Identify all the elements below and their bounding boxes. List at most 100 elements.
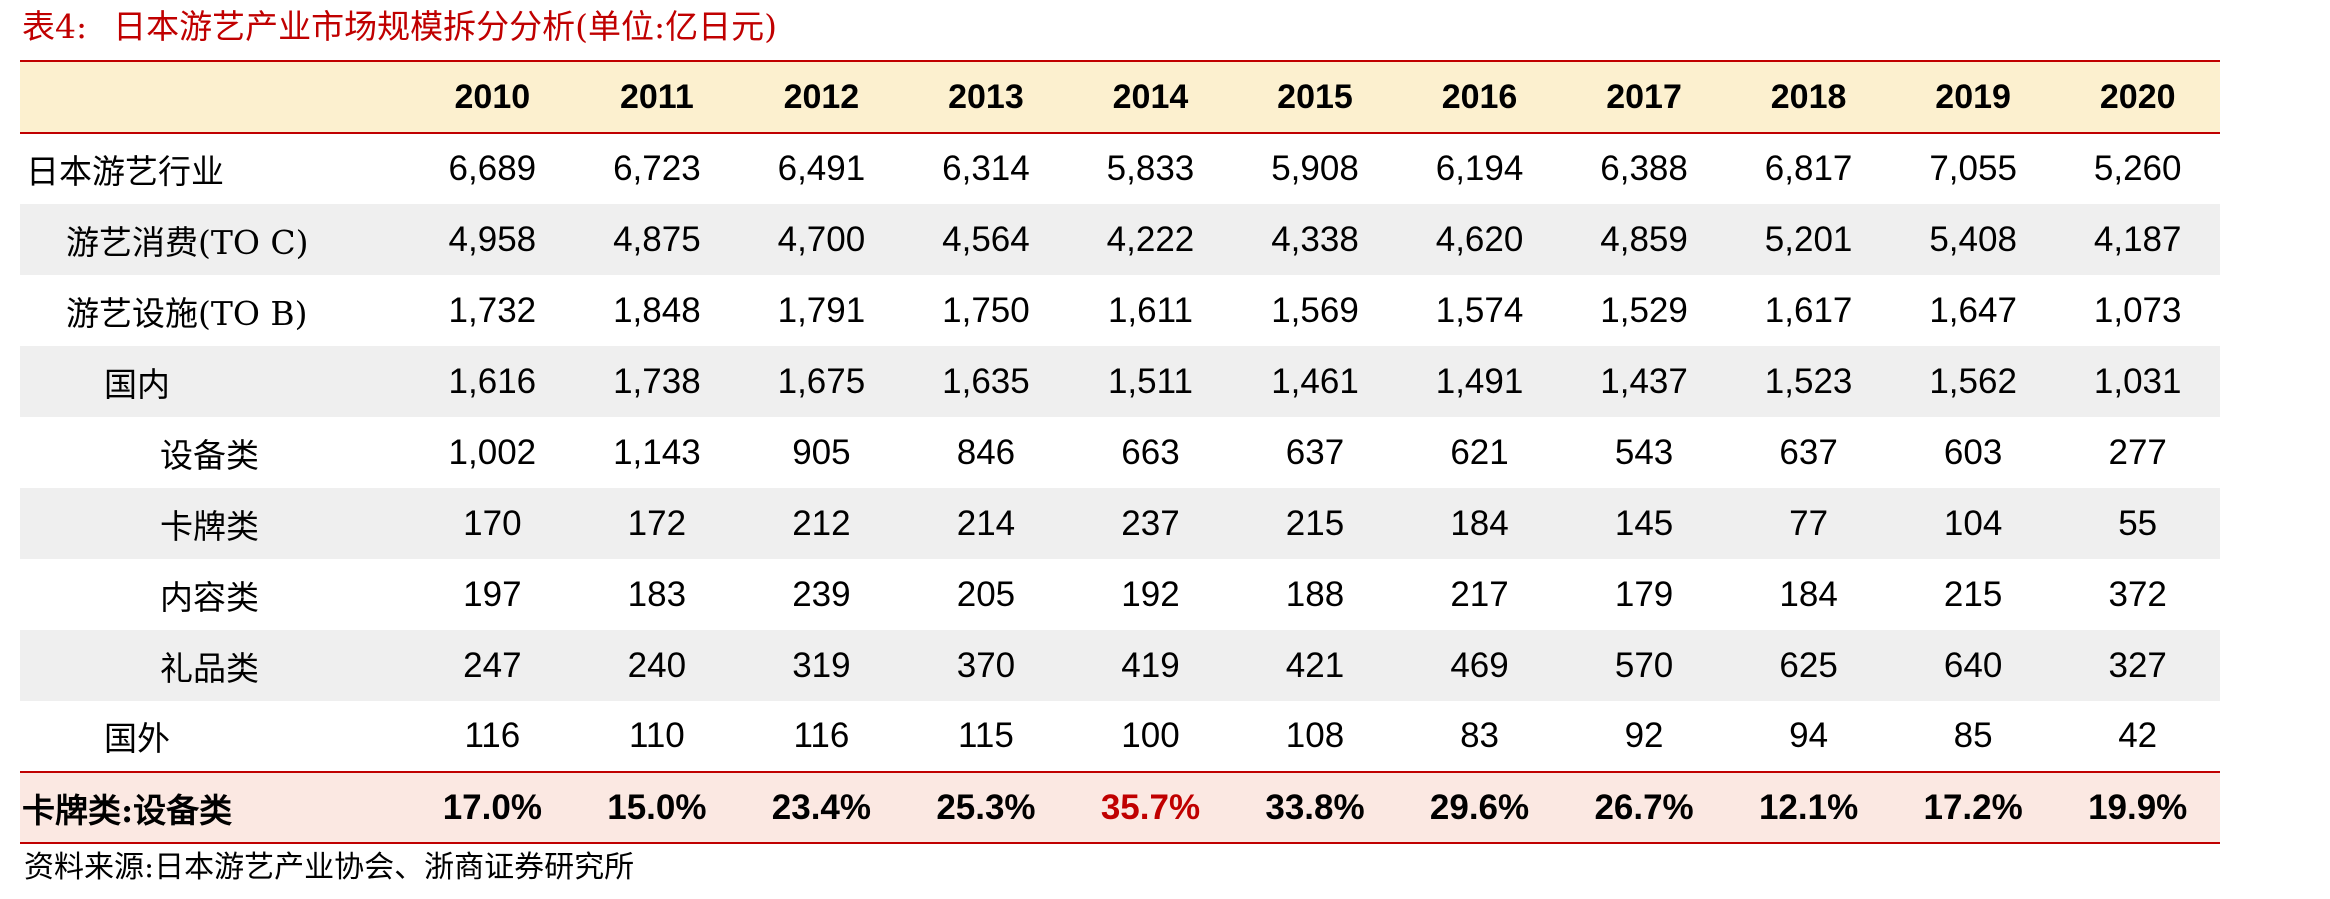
table-cell: 110 <box>628 716 685 755</box>
table-cell: 5,833 <box>1106 149 1195 188</box>
header-row: 2010 2011 2012 2013 2014 2015 2016 2017 … <box>20 61 2220 133</box>
ratio-cell: 33.8% <box>1265 787 1365 827</box>
market-size-table: 2010 2011 2012 2013 2014 2015 2016 2017 … <box>20 60 2220 844</box>
source-note: 资料来源:日本游艺产业协会、浙商证券研究所 <box>24 850 635 885</box>
table-cell: 570 <box>1614 645 1674 685</box>
table-cell: 179 <box>1614 574 1674 614</box>
table-cell: 239 <box>792 574 851 614</box>
table-cell: 5,408 <box>1929 219 2017 259</box>
row-label: 卡牌类 <box>160 506 259 546</box>
row-label: 日本游艺行业 <box>26 152 224 191</box>
table-cell: 237 <box>1121 503 1180 543</box>
table-cell: 372 <box>2108 574 2167 614</box>
table-cell: 215 <box>1285 503 1345 543</box>
table-cell: 85 <box>1953 716 1993 755</box>
table-cell: 247 <box>463 645 522 685</box>
header-year: 2016 <box>1441 77 1518 116</box>
table-cell: 7,055 <box>1929 149 2017 188</box>
table-cell: 1,738 <box>613 361 701 401</box>
table-cell: 214 <box>956 503 1016 543</box>
header-year: 2013 <box>948 77 1024 116</box>
table-cell: 145 <box>1614 503 1674 543</box>
table-cell: 1,635 <box>942 361 1030 401</box>
table-row: 游艺设施(TO B) 1,732 1,848 1,791 1,750 1,611 1,569… <box>20 275 2220 346</box>
table-cell: 419 <box>1121 645 1180 685</box>
table-cell: 421 <box>1285 645 1345 685</box>
table-cell: 327 <box>2108 645 2167 685</box>
header-year: 2011 <box>619 77 694 116</box>
table-row: 国内 1,616 1,738 1,675 1,635 1,511 1,461 1,491 1,4… <box>20 346 2220 417</box>
table-cell: 184 <box>1779 574 1838 614</box>
table-cell: 108 <box>1285 716 1345 755</box>
table-cell: 170 <box>463 503 522 543</box>
ratio-cell: 15.0% <box>607 787 707 827</box>
table-cell: 6,314 <box>942 149 1030 188</box>
table-cell: 1,848 <box>613 290 701 330</box>
ratio-cell: 23.4% <box>771 787 872 827</box>
table-cell: 1,461 <box>1271 361 1359 401</box>
header-year: 2010 <box>454 77 531 116</box>
header-year: 2012 <box>783 77 860 116</box>
header-year: 2020 <box>2099 77 2176 116</box>
table-cell: 217 <box>1450 574 1509 614</box>
header-year: 2018 <box>1770 77 1847 116</box>
table-row: 内容类 197 183 239 205 192 188 217 179 184 215 372 <box>20 559 2220 630</box>
table-cell: 240 <box>627 645 687 685</box>
table-row: 礼品类 247 240 319 370 419 421 469 570 625 640 327 <box>20 630 2220 701</box>
table-cell: 1,569 <box>1271 290 1359 330</box>
table-cell: 277 <box>2108 432 2167 472</box>
table-cell: 1,143 <box>613 432 701 472</box>
ratio-cell: 26.7% <box>1594 787 1694 827</box>
table-cell: 188 <box>1285 574 1345 614</box>
table-cell: 1,511 <box>1107 361 1193 401</box>
table-cell: 1,750 <box>942 290 1030 330</box>
table-body: 日本游艺行业 6,689 6,723 6,491 6,314 5,833 5,908 6,19… <box>20 133 2220 843</box>
table-row: 游艺消费(TO C) 4,958 4,875 4,700 4,564 4,222 4,338… <box>20 204 2220 275</box>
table-cell: 5,908 <box>1271 149 1359 188</box>
table-cell: 4,700 <box>777 219 866 259</box>
table-row: 设备类 1,002 1,143 905 846 663 637 621 543 637 603 277 <box>20 417 2220 488</box>
table-cell: 469 <box>1450 645 1509 685</box>
ratio-row-label: 卡牌类:设备类 <box>22 790 233 830</box>
row-label: 游艺设施(TO B) <box>66 293 308 333</box>
table-cell: 1,437 <box>1600 361 1688 401</box>
table-title: 表4: 日本游艺产业市场规模拆分分析(单位:亿日元) <box>22 2 777 52</box>
ratio-cell-highlight: 35.7% <box>1100 787 1201 827</box>
row-label: 礼品类 <box>160 648 259 688</box>
table-cell: 94 <box>1789 716 1829 755</box>
table-cell: 1,616 <box>448 361 537 401</box>
table-cell: 1,574 <box>1435 290 1524 330</box>
table-cell: 621 <box>1450 432 1509 472</box>
table-cell: 104 <box>1943 503 2003 543</box>
table-row: 国外 116 110 116 115 100 108 83 92 94 85 42 <box>20 701 2220 772</box>
header-year: 2019 <box>1935 77 2011 116</box>
table-cell: 370 <box>956 645 1016 685</box>
table-cell: 55 <box>2118 503 2158 543</box>
table-cell: 1,611 <box>1107 290 1193 330</box>
table-cell: 115 <box>958 716 1014 755</box>
table-cell: 77 <box>1789 503 1829 543</box>
table-cell: 4,859 <box>1600 219 1688 259</box>
ratio-cell: 29.6% <box>1429 787 1530 827</box>
header-year: 2015 <box>1277 77 1353 116</box>
table-row: 日本游艺行业 6,689 6,723 6,491 6,314 5,833 5,908 6,19… <box>20 133 2220 204</box>
table-cell: 205 <box>956 574 1016 614</box>
table-cell: 5,201 <box>1764 219 1853 259</box>
table-cell: 1,732 <box>448 290 537 330</box>
table-cell: 172 <box>627 503 687 543</box>
table-caption: 日本游艺产业市场规模拆分分析(单位:亿日元) <box>113 7 777 46</box>
table-cell: 637 <box>1779 432 1838 472</box>
table-cell: 215 <box>1943 574 2003 614</box>
table-cell: 1,791 <box>777 290 866 330</box>
row-label: 国外 <box>104 719 170 758</box>
table-cell: 1,031 <box>2093 361 2182 401</box>
table-cell: 640 <box>1943 645 2003 685</box>
table-cell: 1,073 <box>2093 290 2182 330</box>
row-label: 游艺消费(TO C) <box>66 222 309 262</box>
table-cell: 637 <box>1285 432 1345 472</box>
table-cell: 603 <box>1943 432 2003 472</box>
header-year: 2017 <box>1606 77 1682 116</box>
table-cell: 4,564 <box>942 219 1030 259</box>
table-cell: 6,723 <box>613 149 701 188</box>
ratio-cell: 12.1% <box>1758 787 1859 827</box>
